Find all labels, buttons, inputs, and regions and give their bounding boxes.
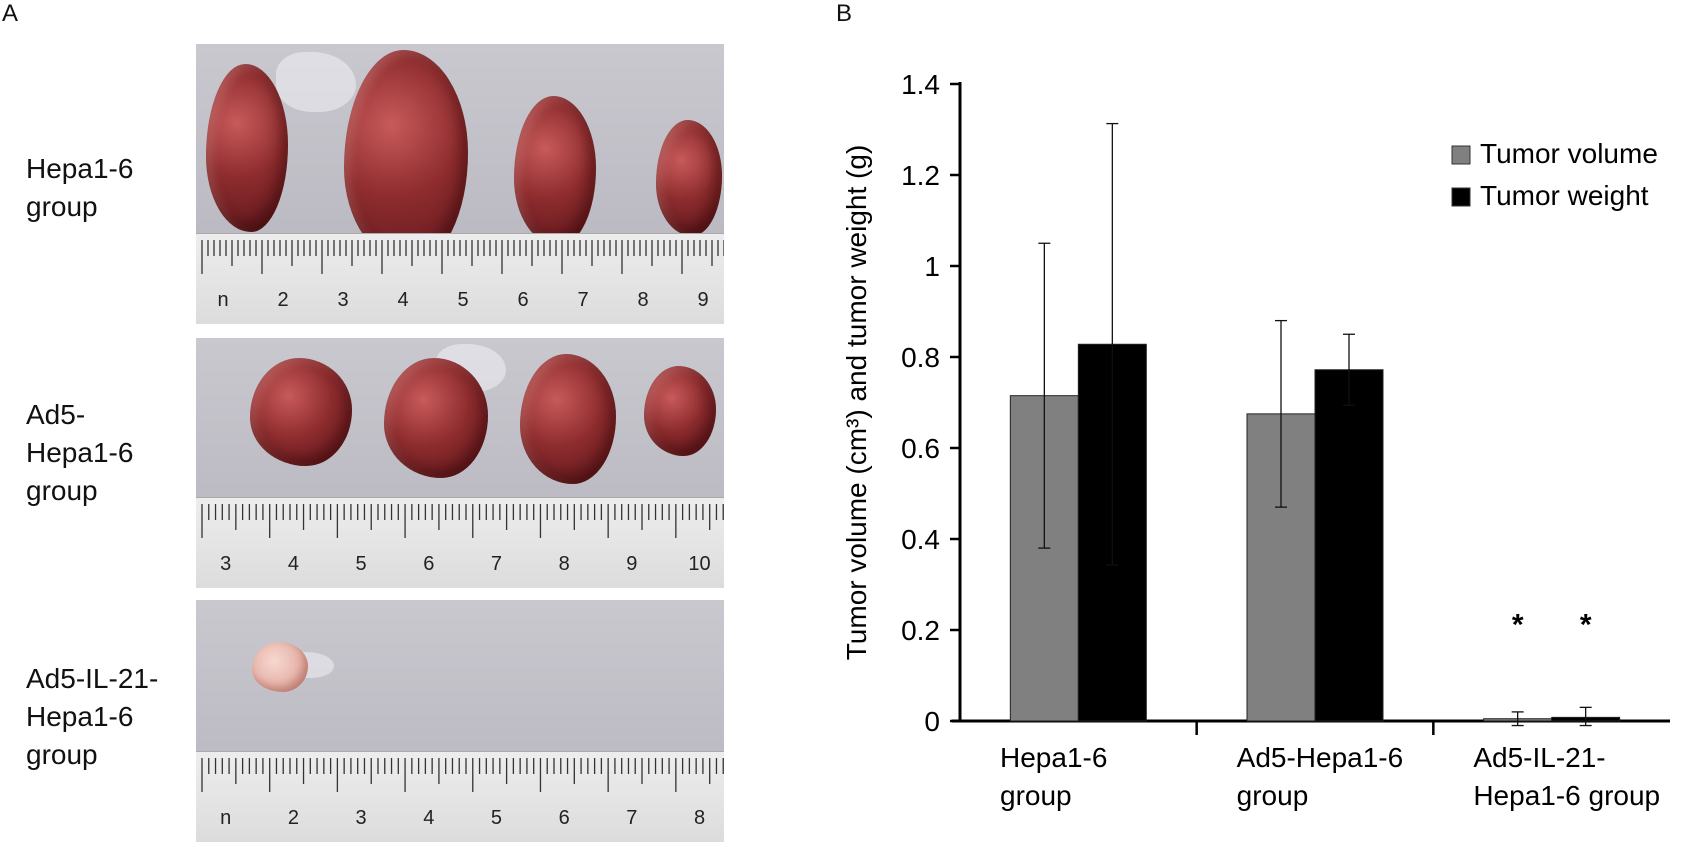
panel-letter-a: A [2,0,19,27]
ruler-number: 4 [288,553,299,575]
ruler-number: 3 [220,553,231,575]
x-tick-label: Ad5-Hepa1-6 [1237,742,1404,773]
ruler-number: 3 [337,289,348,311]
ruler-number: 6 [423,553,434,575]
y-tick-label: 1.4 [901,69,940,100]
ruler-number: n [217,289,228,311]
photo-ad5-il21-hepa-group: n 2 3 4 5 6 7 8 [196,600,724,842]
row-label-hepa: Hepa1-6 group [26,153,134,222]
x-tick-label: Hepa1-6 group [1473,780,1660,811]
ruler-number: 3 [356,807,367,829]
tumor-specimen [644,366,716,456]
ruler-number: 5 [491,807,502,829]
legend-swatch [1451,187,1471,207]
ruler: n 2 3 4 5 6 7 8 9 [196,233,724,324]
y-tick-label: 0.2 [901,615,940,646]
ruler-number: 7 [626,807,637,829]
ruler-number: 5 [457,289,468,311]
tumor-specimen [514,96,596,246]
row-label-ad5-il21: Ad5-IL-21- Hepa1-6 group [26,663,159,770]
y-axis-label: Tumor volume (cm³) and tumor weight (g) [841,145,872,661]
legend-swatch [1451,145,1471,165]
x-tick-label: group [1237,780,1309,811]
legend-label: Tumor weight [1480,180,1649,211]
bar-chart: 0 0.2 0.4 0.6 0.8 1 1.2 1.4 Tumor volume (cm³) a… [841,69,1670,811]
ruler-number: 6 [559,807,570,829]
row-label-ad5-hepa: Ad5- Hepa1-6 group [26,399,134,506]
ruler-number: 8 [694,807,705,829]
y-tick-label: 1.2 [901,160,940,191]
ruler-number: 5 [356,553,367,575]
ruler-number: 6 [517,289,528,311]
significance-star: * [1580,609,1592,642]
ruler-number: 4 [423,807,434,829]
x-tick-label: Hepa1-6 [1000,742,1107,773]
ruler-number: 7 [491,553,502,575]
ruler-number: 9 [626,553,637,575]
tumor-specimen [250,358,352,466]
significance-star: * [1512,609,1524,642]
y-tick-label: 1 [924,251,940,282]
ruler-number: 2 [277,289,288,311]
ruler-number: 10 [688,553,710,575]
ruler: n 2 3 4 5 6 7 8 [196,751,724,842]
tumor-specimen [384,358,488,478]
ruler-number: 8 [637,289,648,311]
y-tick-label: 0.8 [901,342,940,373]
legend-label: Tumor volume [1480,138,1658,169]
ruler-number: 9 [697,289,708,311]
ruler-number: n [220,807,231,829]
y-tick-label: 0 [924,706,940,737]
tumor-specimen [206,64,288,232]
ruler-number: 7 [577,289,588,311]
tumor-specimen [656,120,722,236]
ruler-number: 2 [288,807,299,829]
panel-letter-b: B [836,0,853,27]
y-tick-label: 0.6 [901,433,940,464]
ruler-number: 8 [559,553,570,575]
ruler-number: 4 [397,289,408,311]
photo-hepa-group: n 2 3 4 5 6 7 8 9 [196,44,724,324]
x-tick-label: Ad5-IL-21- [1473,742,1605,773]
bar [1314,369,1384,722]
x-tick-label: group [1000,780,1072,811]
ruler: 3 4 5 6 7 8 9 10 [196,497,724,588]
tumor-specimen [520,354,616,484]
tumor-specimen [252,642,308,692]
photo-ad5-hepa-group: 3 4 5 6 7 8 9 10 [196,338,724,588]
y-tick-label: 0.4 [901,524,940,555]
tumor-specimen [344,50,468,264]
